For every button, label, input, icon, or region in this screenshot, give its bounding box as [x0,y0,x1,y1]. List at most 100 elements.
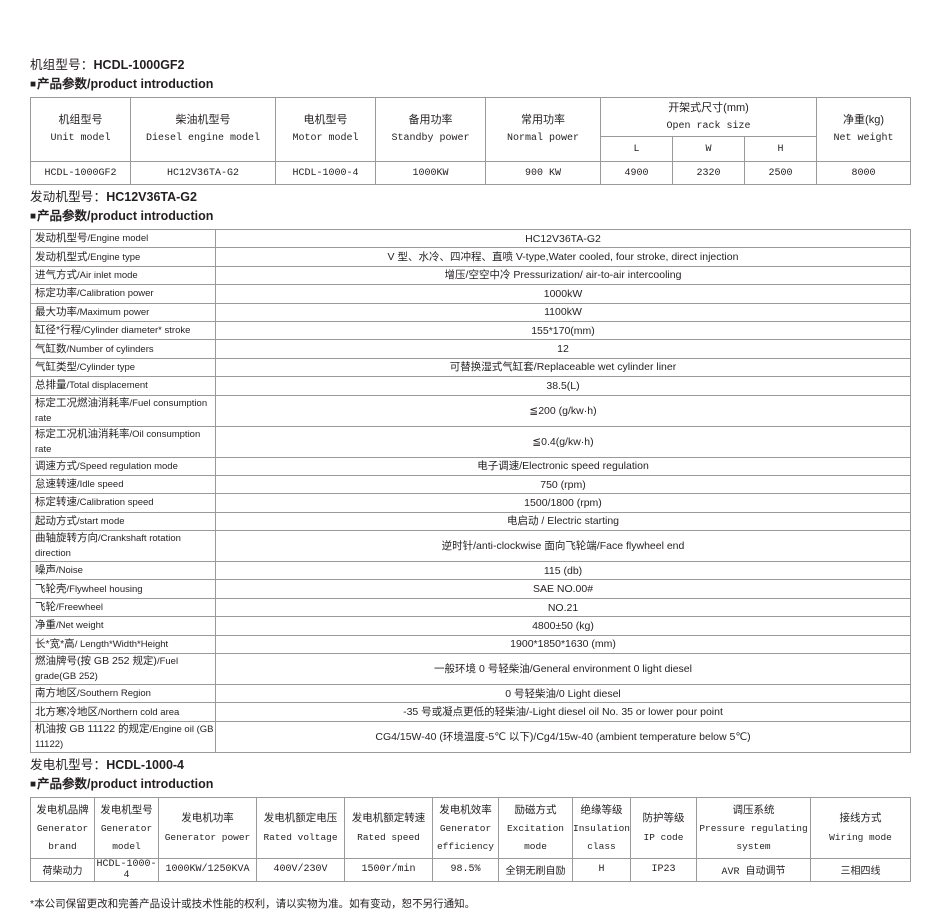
engine-label-en: /Southern Region [77,688,151,700]
engine-row-value: HC12V36TA-G2 [215,228,911,249]
generator-header-cell: 发电机额定电压 Rated voltage [256,796,345,859]
generator-header-cell: 发电机额定转速 Rated speed [344,796,433,859]
unit-header-cell: 柴油机型号 Diesel engine model [130,97,276,162]
engine-model-value: HC12V36TA-G2 [106,190,197,204]
engine-row-value: 增压/空空中冷 Pressurization/ air-to-air inter… [215,265,911,286]
engine-label-en: /Engine type [87,251,141,263]
generator-model-label: 发电机型号： [30,757,107,772]
engine-label-cn: 起动方式 [35,514,77,527]
header-en: Generator brand [36,822,89,852]
engine-label-cn: 调速方式 [35,459,77,472]
engine-row-value: V 型、水冷、四冲程、直喷 V-type,Water cooled, four … [215,247,911,267]
generator-product-intro: ■产品参数/product introduction [30,776,910,793]
engine-label-en: /Freewheel [56,602,103,614]
generator-header-cell: 励磁方式 Excitation mode [498,796,573,859]
footnote-disclaimer: *本公司保留更改和完善产品设计或技术性能的权利，请以实物为准。如有变动，恕不另行… [30,897,476,910]
engine-row-value: SAE NO.00# [215,579,911,599]
engine-row-label: 标定工况机油消耗率/Oil consumption rate [30,425,216,458]
engine-row-label: 调速方式/Speed regulation mode [30,456,216,476]
engine-row-value: ≦200 (g/kw·h) [215,394,911,427]
unit-value-cell: 2320 [672,161,745,185]
engine-row-value: 1500/1800 (rpm) [215,493,911,513]
engine-label-en: /start mode [77,515,125,527]
header-en: Motor model [292,133,359,145]
engine-row-value: 750 (rpm) [215,474,911,495]
header-en: Normal power [506,133,579,145]
engine-intro-text: 产品参数/product introduction [37,209,214,223]
header-cn: 电机型号 [303,114,348,127]
header-en: Standby power [391,133,470,145]
engine-row-label: 曲轴旋转方向/Crankshaft rotation direction [30,530,216,563]
engine-row: 燃油牌号(按 GB 252 规定)/Fuel grade(GB 252) 一般环境… [30,653,911,686]
engine-row-label: 南方地区/Southern Region [30,684,216,704]
generator-model-line: 发电机型号：HCDL-1000-4 [30,757,910,773]
engine-row-value: ≦0.4(g/kw·h) [215,425,911,458]
engine-row-value: 可替换湿式气缸套/Replaceable wet cylinder liner [215,357,911,378]
engine-row: 发动机型式/Engine type V 型、水冷、四冲程、直喷 V-type,Wa… [30,247,911,267]
engine-row: 飞轮/Freewheel NO.21 [30,597,911,618]
generator-parameters-table: 发电机品牌 Generator brand 发电机型号 Generator model… [30,796,911,882]
engine-row-label: 缸径*行程/Cylinder diameter* stroke [30,320,216,341]
engine-row: 标定功率/Calibration power 1000kW [30,284,911,304]
unit-intro-text: 产品参数/product introduction [37,77,214,91]
engine-label-cn: 噪声 [35,564,56,577]
engine-row: 噪声/Noise 115 (db) [30,561,911,581]
engine-row: 缸径*行程/Cylinder diameter* stroke 155*170(m… [30,320,911,341]
engine-parameters-table: 发动机型号/Engine model HC12V36TA-G2 发动机型式/Engi… [30,228,911,753]
generator-value-cell: 荷柴动力 [30,857,95,882]
engine-row-value: 0 号轻柴油/0 Light diesel [215,684,911,704]
unit-value-row: HCDL-1000GF2 HC12V36TA-G2 HCDL-1000-4 10… [30,161,912,185]
header-en: Wiring mode [829,831,892,843]
engine-label-cn: 北方寒冷地区 [35,705,98,718]
header-en: Rated speed [357,831,420,843]
unit-value-cell: 1000KW [375,161,486,185]
engine-row-label: 标定工况燃油消耗率/Fuel consumption rate [30,394,216,427]
generator-header-cell: 防护等级 IP code [630,796,697,859]
header-en: Insulation class [573,822,631,852]
engine-label-en: /Idle speed [77,479,124,491]
generator-header-cell: 发电机效率 Generator efficiency [432,796,499,859]
header-cn: 调压系统 [732,803,775,816]
generator-model-value: HCDL-1000-4 [106,757,185,772]
header-en: Unit model [50,133,111,145]
unit-model-label: 机组型号： [30,58,94,72]
engine-label-en: /Number of cylinders [66,343,154,355]
unit-model-line: 机组型号：HCDL-1000GF2 [30,57,910,73]
engine-row: 怠速转速/Idle speed 750 (rpm) [30,474,911,495]
unit-value-cell: 2500 [743,161,818,185]
engine-row: 长*宽*高/ Length*Width*Height 1900*1850*1630… [30,634,911,655]
header-cn: 常用功率 [521,114,565,127]
engine-row: 总排量/Total displacement 38.5(L) [30,376,911,396]
engine-label-cn: 怠速转速 [35,478,77,491]
engine-row-label: 燃油牌号(按 GB 252 规定)/Fuel grade(GB 252) [30,653,216,686]
engine-row-value: 1900*1850*1630 (mm) [215,634,911,655]
engine-row-label: 气缸数/Number of cylinders [30,339,216,359]
engine-label-en: /Northern cold area [98,706,180,718]
engine-row: 北方寒冷地区/Northern cold area -35 号或凝点更低的轻柴油/… [30,702,911,722]
engine-row: 曲轴旋转方向/Crankshaft rotation direction 逆时针/… [30,530,911,563]
generator-value-cell: 1500r/min [344,857,433,882]
header-cn: 励磁方式 [514,803,557,816]
engine-label-en: /Engine model [87,233,149,245]
engine-row: 标定工况机油消耗率/Oil consumption rate ≦0.4(g/kw·… [30,425,911,458]
engine-label-cn: 飞轮 [35,601,56,614]
engine-row-label: 进气方式/Air inlet mode [30,265,216,286]
engine-label-en: /Engine oil (GB 11122) [35,723,214,750]
engine-row-label: 噪声/Noise [30,561,216,581]
engine-label-cn: 机油按 GB 11122 的规定 [35,722,150,735]
generator-header-cell: 调压系统 Pressure regulating system [696,796,811,859]
engine-label-cn: 标定功率 [35,287,77,300]
generator-value-cell: AVR 自动调节 [696,857,811,882]
generator-value-row: 荷柴动力 HCDL-1000-4 1000KW/1250KVA 400V/230V 15… [30,857,911,882]
engine-label-en: / Length*Width*Height [74,638,169,650]
header-cn: 发电机品牌 [36,803,89,816]
engine-row-value: 12 [215,339,911,359]
engine-label-cn: 南方地区 [35,687,77,700]
engine-row-value: -35 号或凝点更低的轻柴油/-Light diesel oil No. 35 … [215,702,911,722]
rack-dim-header-h: H [743,136,818,162]
engine-row-value: 4800±50 (kg) [215,616,911,636]
engine-model-label: 发动机型号： [30,190,107,204]
engine-label-cn: 发动机型号 [35,232,88,245]
engine-label-cn: 气缸类型 [35,360,77,373]
engine-row-value: 115 (db) [215,561,911,581]
